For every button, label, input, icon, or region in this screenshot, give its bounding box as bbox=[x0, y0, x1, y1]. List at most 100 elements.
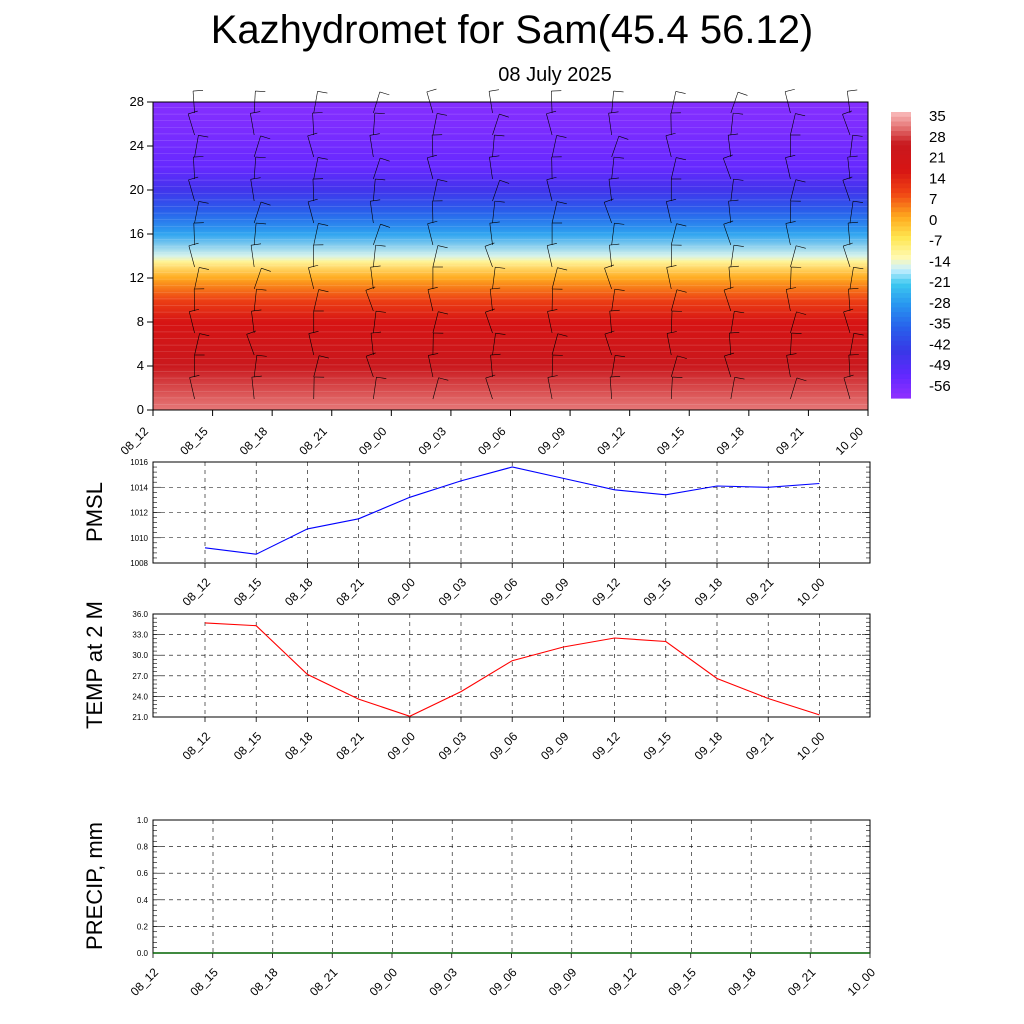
wind-barb-flag bbox=[189, 308, 200, 312]
y-axis-title: PRECIP, mm bbox=[82, 822, 107, 950]
wind-barb-flag bbox=[250, 177, 261, 180]
wind-barb bbox=[546, 113, 553, 136]
wind-barb-flag bbox=[724, 352, 735, 357]
wind-barb bbox=[611, 223, 615, 246]
colorbar-swatch bbox=[891, 255, 911, 261]
wind-barb-flag bbox=[370, 199, 381, 202]
wind-barb bbox=[432, 245, 439, 268]
wind-barb-flag bbox=[853, 200, 864, 203]
colorbar-label: -35 bbox=[929, 316, 951, 333]
wind-barb-flag bbox=[734, 377, 745, 380]
wind-barb bbox=[251, 377, 255, 400]
wind-barb-flag bbox=[842, 110, 852, 115]
wind-barb bbox=[307, 135, 315, 158]
wind-barb bbox=[313, 157, 319, 180]
colorbar-swatch bbox=[891, 336, 911, 342]
wind-barb bbox=[370, 267, 374, 290]
wind-barb bbox=[188, 245, 195, 268]
wind-barb bbox=[312, 179, 315, 202]
x-tick-label: 08_15 bbox=[187, 965, 221, 999]
wind-barb bbox=[431, 135, 434, 158]
wind-barb bbox=[313, 355, 320, 378]
wind-barb-flag bbox=[728, 133, 739, 136]
colorbar-swatch bbox=[891, 193, 911, 199]
wind-barb bbox=[849, 201, 854, 224]
x-tick-label: 09_18 bbox=[692, 729, 726, 763]
colorbar-swatch bbox=[891, 159, 911, 166]
colorbar-label: 21 bbox=[929, 150, 946, 167]
x-tick-label: 09_09 bbox=[546, 965, 580, 999]
wind-barb bbox=[785, 157, 791, 180]
wind-barb bbox=[608, 179, 612, 202]
wind-barb bbox=[790, 245, 797, 268]
wind-barb-flag bbox=[614, 288, 625, 291]
wind-barb-flag bbox=[728, 199, 739, 202]
wind-barb-flag bbox=[676, 289, 687, 293]
wind-barb-flag bbox=[312, 112, 323, 114]
x-tick-label: 09_12 bbox=[606, 965, 640, 999]
wind-barb-flag bbox=[307, 198, 318, 203]
y-tick-label: 12 bbox=[130, 270, 144, 285]
colorbar-swatch bbox=[891, 250, 911, 256]
wind-barb bbox=[785, 289, 791, 312]
wind-barb bbox=[666, 201, 672, 224]
wind-barb bbox=[611, 355, 616, 378]
wind-barb-flag bbox=[318, 223, 329, 226]
wind-barb-flag bbox=[557, 267, 568, 271]
wind-barb-flag bbox=[613, 156, 624, 159]
wind-barb-flag bbox=[437, 179, 448, 182]
wind-barb-flag bbox=[733, 112, 744, 115]
wind-barb-flag bbox=[604, 330, 615, 335]
wind-barb bbox=[492, 180, 500, 202]
wind-barb bbox=[843, 377, 851, 400]
wind-barb bbox=[194, 135, 199, 158]
wind-barb bbox=[551, 333, 559, 356]
wind-barb bbox=[609, 245, 612, 268]
wind-barb bbox=[253, 135, 261, 158]
wind-barb-flag bbox=[437, 245, 448, 249]
colorbar-swatch bbox=[891, 154, 911, 161]
wind-barb bbox=[670, 377, 673, 400]
x-tick-label: 09_00 bbox=[356, 424, 390, 458]
wind-barb-flag bbox=[489, 89, 499, 92]
wind-barb bbox=[492, 267, 496, 290]
x-tick-label: 08_18 bbox=[237, 424, 271, 458]
wind-barb bbox=[847, 223, 851, 246]
wind-barb-flag bbox=[251, 309, 262, 312]
wind-barb bbox=[728, 267, 732, 290]
wind-barb-flag bbox=[256, 354, 267, 357]
colorbar-label: -7 bbox=[929, 233, 942, 250]
temperature-field bbox=[153, 102, 868, 410]
wind-barb bbox=[432, 311, 439, 334]
colorbar-swatch bbox=[891, 302, 911, 309]
colorbar-swatch bbox=[891, 221, 911, 227]
wind-barb bbox=[194, 201, 200, 224]
x-tick-label: 09_03 bbox=[436, 575, 470, 609]
colorbar-swatch bbox=[891, 383, 911, 390]
wind-barb bbox=[730, 311, 735, 334]
colorbar-label: 0 bbox=[929, 212, 937, 229]
wind-barb bbox=[611, 289, 616, 312]
wind-barb bbox=[373, 113, 376, 136]
wind-barb bbox=[666, 333, 672, 356]
wind-barb-flag bbox=[843, 242, 853, 247]
wind-barb bbox=[665, 135, 672, 158]
wind-barb bbox=[485, 377, 493, 400]
colorbar-swatch bbox=[891, 207, 911, 213]
wind-barb-flag bbox=[847, 155, 858, 158]
colorbar-swatch bbox=[891, 355, 911, 361]
wind-barb-flag bbox=[547, 375, 558, 378]
y-tick-label: 0.0 bbox=[137, 949, 149, 958]
wind-barb-flag bbox=[256, 288, 267, 291]
x-tick-label: 09_15 bbox=[654, 424, 688, 458]
wind-barb-flag bbox=[437, 113, 447, 116]
wind-barb-flag bbox=[490, 287, 501, 290]
wind-barb-flag bbox=[608, 111, 619, 114]
y-tick-label: 1010 bbox=[130, 534, 148, 543]
y-tick-label: 0.4 bbox=[137, 896, 149, 905]
x-tick-label: 08_12 bbox=[128, 965, 162, 999]
wind-barb bbox=[492, 333, 496, 356]
wind-barb-flag bbox=[308, 264, 319, 268]
wind-barb-flag bbox=[615, 354, 626, 358]
wind-barb bbox=[604, 333, 612, 356]
